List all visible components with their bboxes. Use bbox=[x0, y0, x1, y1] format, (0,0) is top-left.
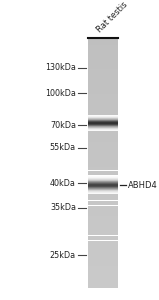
Text: 35kDa: 35kDa bbox=[50, 203, 76, 212]
Text: 55kDa: 55kDa bbox=[50, 143, 76, 152]
Text: 100kDa: 100kDa bbox=[45, 88, 76, 98]
Text: ABHD4: ABHD4 bbox=[128, 181, 158, 190]
Text: 70kDa: 70kDa bbox=[50, 121, 76, 130]
Text: 25kDa: 25kDa bbox=[50, 250, 76, 260]
Text: 130kDa: 130kDa bbox=[45, 64, 76, 73]
Text: Rat testis: Rat testis bbox=[95, 0, 129, 34]
Text: 40kDa: 40kDa bbox=[50, 178, 76, 188]
